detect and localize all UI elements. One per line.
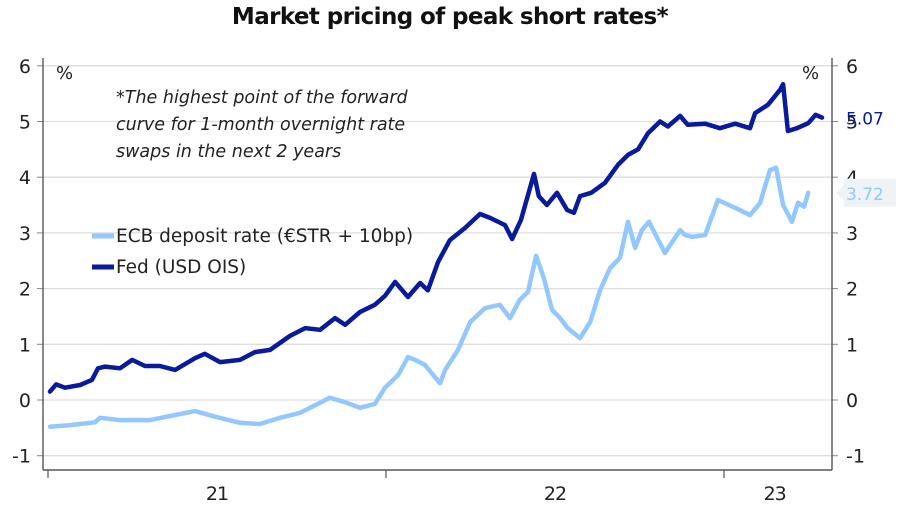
x-tick-label: 22	[544, 483, 566, 505]
footnote-line-1: *The highest point of the forward	[116, 88, 409, 108]
legend: ECB deposit rate (€STR + 10bp) Fed (USD …	[92, 226, 413, 278]
y-tick-label-left: 0	[19, 390, 31, 412]
series-line-ecb	[47, 165, 811, 429]
footnote-line-3: swaps in the next 2 years	[116, 142, 341, 162]
y-tick-label-right: 5	[846, 112, 858, 134]
y-tick-label-left: 6	[19, 56, 31, 78]
gridlines	[43, 65, 832, 457]
y-tick-label-left: 4	[19, 167, 31, 189]
y-tick-label-right: 0	[846, 390, 858, 412]
y-tick-label-left: -1	[12, 446, 31, 468]
y-tick-label-left: 3	[19, 223, 31, 245]
y-tick-label-right: 6	[846, 56, 858, 78]
y-tick-label-left: 5	[19, 112, 31, 134]
end-label-pointer	[836, 184, 844, 201]
y-unit-left: %	[56, 63, 73, 84]
footnote-line-2: curve for 1-month overnight rate	[116, 115, 405, 135]
y-tick-label-left: 1	[19, 334, 31, 356]
y-tick-label-right: 2	[846, 279, 858, 301]
x-tick-label: 23	[764, 483, 786, 505]
y-tick-label-right: 3	[846, 223, 858, 245]
x-tick-label: 21	[206, 483, 228, 505]
y-tick-label-right: 1	[846, 334, 858, 356]
x-tick-labels: 21 22 23	[206, 483, 787, 505]
y-tick-labels: -1 -10 01 12 23 34 45 56 6	[12, 56, 865, 468]
legend-label-ecb: ECB deposit rate (€STR + 10bp)	[116, 226, 413, 247]
y-tick-label-right: -1	[846, 446, 865, 468]
chart-title: Market pricing of peak short rates*	[231, 4, 669, 30]
end-label-fed: 5.07	[846, 110, 884, 130]
end-label-ecb: 3.72	[846, 185, 884, 205]
y-unit-right: %	[802, 63, 819, 84]
series-line-fed	[47, 81, 825, 394]
end-labels: 3.72 5.07	[836, 110, 896, 207]
end-label-box	[844, 178, 896, 207]
y-tick-label-left: 2	[19, 279, 31, 301]
series-lines	[47, 81, 825, 429]
legend-label-fed: Fed (USD OIS)	[116, 257, 246, 278]
axes	[37, 58, 838, 478]
